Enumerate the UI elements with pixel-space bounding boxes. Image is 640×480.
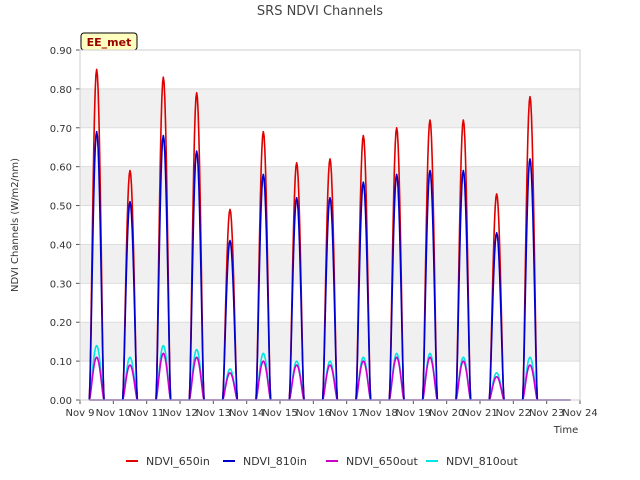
legend: NDVI_650in NDVI_810in NDVI_650out NDVI_810o… [126,455,518,468]
legend-label: NDVI_810out [446,455,518,468]
y-axis-label: NDVI Channels (W/m2/nm) [10,158,21,292]
grid-bands [80,88,580,362]
grid-band [80,88,580,128]
legend-label: NDVI_810in [243,455,307,468]
station-badge-label: EE_met [87,36,132,49]
station-badge: EE_met [80,32,138,51]
x-tick-label: Nov 17 [329,408,364,419]
y-tick-label: 0.90 [50,46,72,57]
y-tick-label: 0.60 [50,163,72,174]
x-tick-label: Nov 22 [496,408,531,419]
x-tick-label: Nov 15 [262,408,297,419]
legend-label: NDVI_650out [346,455,418,468]
y-tick-label: 0.10 [50,357,72,368]
x-tick-label: Nov 21 [462,408,497,419]
legend-item-NDVI_810out: NDVI_810out [426,455,518,468]
x-tick-label: Nov 18 [362,408,397,419]
x-tick-label: Nov 19 [396,408,431,419]
y-tick-label: 0.20 [50,318,72,329]
series-NDVI_650out [88,352,539,401]
y-tick-label: 0.30 [50,279,72,290]
x-tick-label: Nov 23 [529,408,564,419]
y-tick-label: 0.50 [50,202,72,213]
x-tick-label: Nov 11 [129,408,164,419]
series-NDVI_650in [88,68,539,401]
legend-item-NDVI_650in: NDVI_650in [126,455,210,468]
x-tick-label: Nov 9 [65,408,94,419]
y-tick-label: 0.70 [50,124,72,135]
grid-band [80,322,580,362]
y-tick-label: 0.00 [50,396,72,407]
x-tick-label: Nov 24 [562,408,597,419]
x-tick-label: Nov 16 [296,408,331,419]
legend-item-NDVI_650out: NDVI_650out [326,455,418,468]
x-tick-label: Nov 20 [429,408,464,419]
x-axis-label: Time [553,425,578,436]
chart-title: SRS NDVI Channels [257,4,383,19]
x-tick-label: Nov 14 [229,408,264,419]
y-tick-label: 0.40 [50,240,72,251]
series-NDVI_810out [88,344,539,401]
x-tick-label: Nov 10 [96,408,131,419]
y-axis: 0.00 0.10 0.20 0.30 0.40 0.50 0.60 0.70 0.80 0.90 [50,46,80,407]
series-NDVI_810in [88,130,539,401]
grid-band [80,244,580,284]
plot-border [79,49,581,401]
x-tick-label: Nov 13 [196,408,231,419]
x-tick-label: Nov 12 [162,408,197,419]
legend-label: NDVI_650in [146,455,210,468]
legend-item-NDVI_810in: NDVI_810in [223,455,307,468]
y-tick-label: 0.80 [50,85,72,96]
